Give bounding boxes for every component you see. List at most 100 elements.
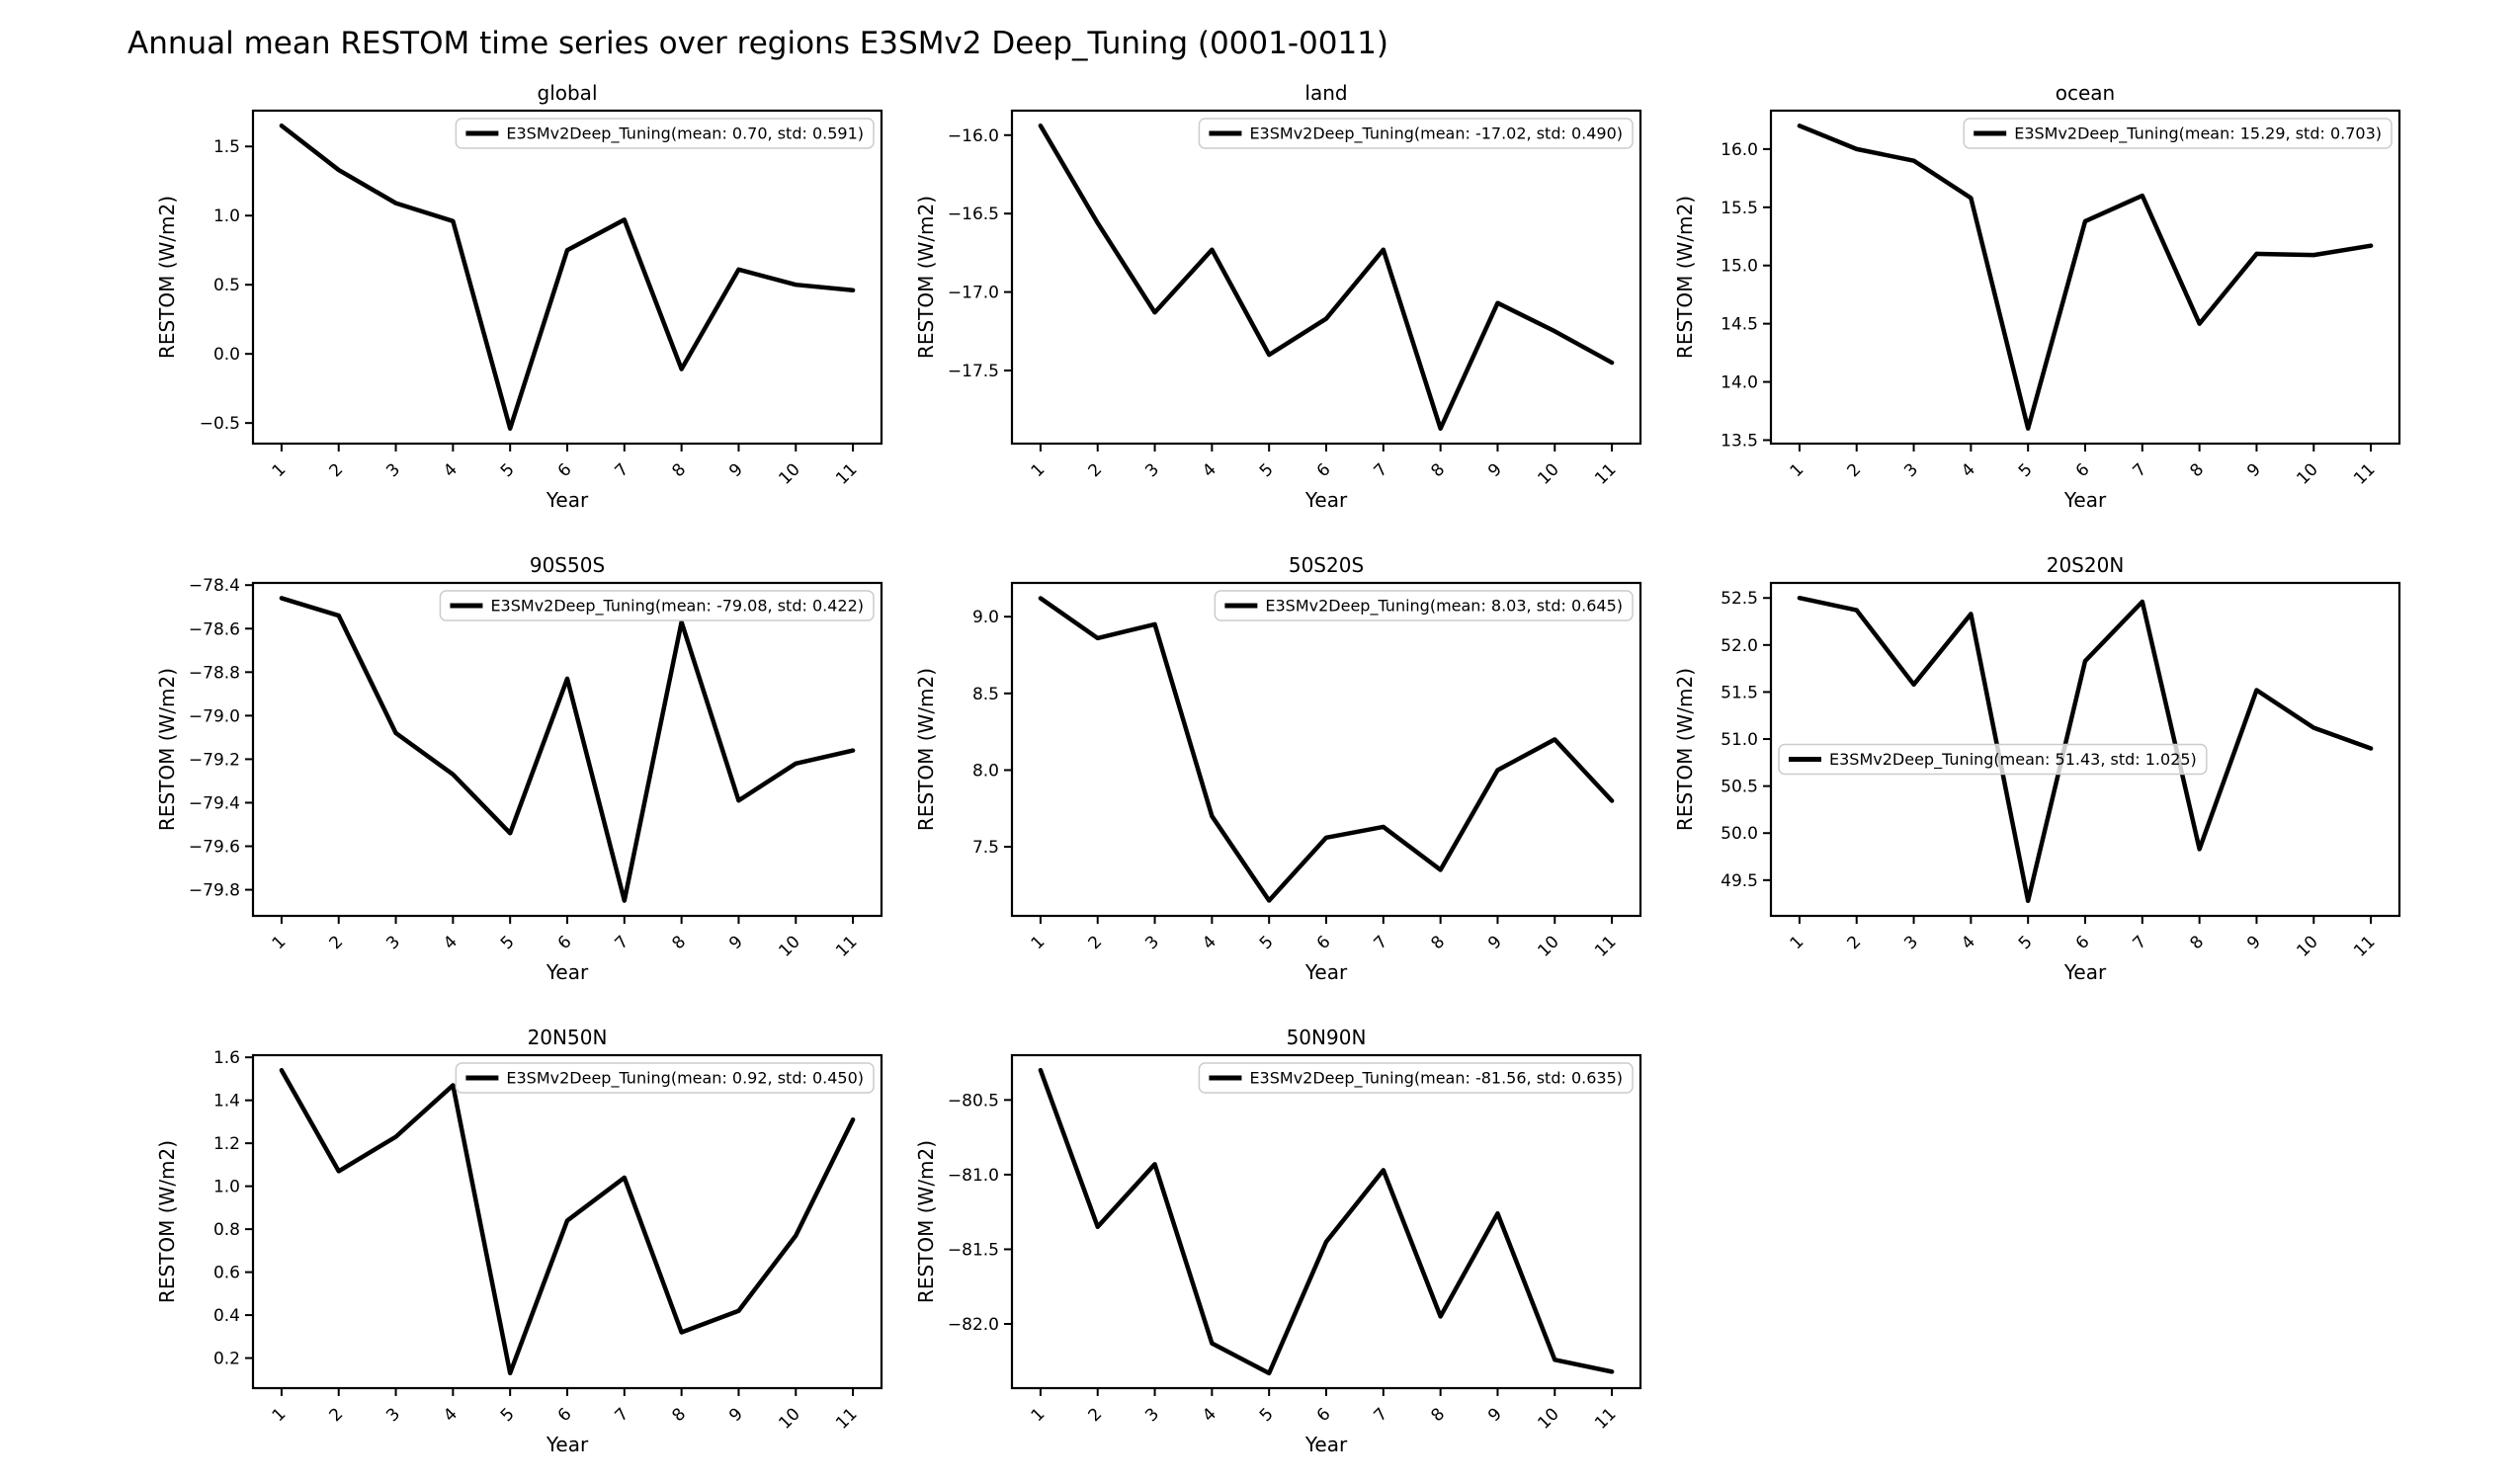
x-tick-label: 5 [1256, 1404, 1278, 1426]
y-tick-label: 49.5 [1721, 871, 1758, 891]
x-tick-label: 8 [668, 1404, 690, 1426]
y-tick-label: 50.0 [1721, 824, 1758, 844]
subplot-title: 50N90N [1287, 1026, 1367, 1049]
x-tick-label: 11 [2350, 459, 2379, 488]
legend-label: E3SMv2Deep_Tuning(mean: -81.56, std: 0.6… [1249, 1069, 1623, 1089]
x-tick-label: 10 [775, 932, 803, 960]
y-tick-label: −79.4 [189, 793, 240, 813]
y-tick-label: 51.0 [1721, 730, 1758, 750]
y-axis-label: RESTOM (W/m2) [1673, 668, 1697, 831]
y-tick-label: 52.0 [1721, 636, 1758, 656]
x-axis-label: Year [1304, 960, 1348, 984]
x-tick-label: 7 [612, 459, 633, 481]
y-tick-label: −78.8 [189, 663, 240, 683]
y-tick-label: 15.0 [1721, 257, 1758, 277]
legend: E3SMv2Deep_Tuning(mean: 51.43, std: 1.02… [1778, 743, 2208, 776]
x-tick-label: 7 [1371, 1404, 1392, 1426]
y-tick-label: 52.5 [1721, 589, 1758, 609]
x-tick-label: 9 [1484, 1404, 1506, 1426]
x-tick-label: 8 [2186, 932, 2208, 953]
x-tick-label: 8 [668, 459, 690, 481]
y-tick-label: −78.6 [189, 619, 240, 639]
x-tick-label: 4 [1958, 932, 1979, 953]
y-tick-label: −0.5 [200, 414, 240, 434]
x-tick-label: 4 [440, 1404, 462, 1426]
y-tick-label: −80.5 [948, 1091, 999, 1111]
data-line [279, 1067, 856, 1376]
y-tick-label: −82.0 [948, 1315, 999, 1335]
y-tick-label: −79.6 [189, 838, 240, 858]
legend-box [455, 118, 875, 149]
x-tick-label: 4 [1958, 459, 1979, 481]
x-tick-label: 4 [440, 932, 462, 953]
x-tick-label: 3 [382, 1404, 404, 1426]
x-tick-label: 7 [612, 1404, 633, 1426]
x-tick-label: 8 [668, 932, 690, 953]
subplot-title: ocean [2056, 81, 2115, 105]
x-tick-label: 4 [1199, 1404, 1220, 1426]
y-tick-label: 51.5 [1721, 683, 1758, 702]
x-tick-label: 4 [1199, 932, 1220, 953]
x-tick-label: 3 [382, 459, 404, 481]
y-tick-label: 14.5 [1721, 315, 1758, 335]
x-tick-label: 1 [1028, 932, 1050, 953]
x-tick-label: 9 [725, 1404, 747, 1426]
x-tick-label: 1 [1787, 459, 1808, 481]
y-axis-label: RESTOM (W/m2) [155, 668, 179, 831]
x-tick-label: 11 [2350, 932, 2379, 960]
x-tick-label: 3 [1141, 932, 1163, 953]
y-axis-label: RESTOM (W/m2) [1673, 196, 1697, 359]
y-tick-label: 0.5 [213, 276, 240, 295]
legend-label: E3SMv2Deep_Tuning(mean: -17.02, std: 0.4… [1249, 124, 1623, 144]
x-tick-label: 2 [1084, 932, 1106, 953]
x-tick-label: 4 [440, 459, 462, 481]
subplot-20N50N: 0.2 0.4 0.6 0.8 1.0 1.2 1.4 1.6 1 2 3 4 5 6 7 8 9 10 11 20N… [155, 1026, 883, 1456]
x-tick-label: 10 [775, 459, 803, 488]
y-tick-label: −81.5 [948, 1240, 999, 1260]
axes-frame [1010, 581, 1642, 918]
legend: E3SMv2Deep_Tuning(mean: -81.56, std: 0.6… [1198, 1062, 1634, 1094]
x-tick-label: 6 [2072, 459, 2094, 481]
x-tick-label: 6 [554, 932, 576, 953]
x-tick-label: 10 [775, 1404, 803, 1433]
x-tick-label: 1 [1787, 932, 1808, 953]
data-line [1038, 1067, 1615, 1376]
y-tick-label: 16.0 [1721, 140, 1758, 160]
y-tick-label: −17.5 [948, 362, 999, 381]
y-tick-label: −78.4 [189, 576, 240, 596]
subplot-50N90N: −82.0 −81.5 −81.0 −80.5 1 2 3 4 5 6 7 8 9 10 11 50N90N Y… [914, 1026, 1642, 1456]
legend-label: E3SMv2Deep_Tuning(mean: 0.70, std: 0.591… [506, 124, 864, 144]
legend: E3SMv2Deep_Tuning(mean: 15.29, std: 0.70… [1963, 118, 2393, 149]
x-tick-label: 5 [1256, 459, 1278, 481]
subplot-title: global [538, 81, 598, 105]
subplot-land: −17.5 −17.0 −16.5 −16.0 1 2 3 4 5 6 7 8 9 10 11 land Yea… [914, 81, 1642, 512]
axes-frame [1769, 109, 2401, 446]
legend-box [1198, 1062, 1634, 1094]
data-line [279, 124, 856, 431]
y-tick-label: 1.6 [213, 1048, 240, 1068]
y-tick-label: 0.8 [213, 1220, 240, 1240]
data-line [1038, 596, 1615, 903]
y-tick-label: 0.0 [213, 345, 240, 365]
y-tick-label: 15.5 [1721, 199, 1758, 218]
x-tick-label: 11 [1591, 1404, 1620, 1433]
x-tick-label: 6 [554, 459, 576, 481]
legend-label: E3SMv2Deep_Tuning(mean: -79.08, std: 0.4… [490, 597, 864, 617]
y-tick-label: −17.0 [948, 284, 999, 303]
x-tick-label: 2 [1084, 459, 1106, 481]
subplot-90S50S: −79.8 −79.6 −79.4 −79.2 −79.0 −78.8 −78.6 −78.4… [155, 553, 883, 984]
legend-label: E3SMv2Deep_Tuning(mean: 8.03, std: 0.645… [1265, 597, 1623, 617]
y-tick-label: 0.6 [213, 1264, 240, 1283]
legend-box [455, 1062, 875, 1094]
x-tick-label: 10 [1534, 1404, 1562, 1433]
legend-box [439, 590, 875, 621]
x-tick-label: 7 [2130, 932, 2151, 953]
y-axis-label: RESTOM (W/m2) [155, 196, 179, 359]
subplot-50S20S: 7.5 8.0 8.5 9.0 1 2 3 4 5 6 7 8 9 10 11 50S20S Year RESTO… [914, 553, 1642, 984]
legend-box [1198, 118, 1634, 149]
y-tick-label: 7.5 [972, 838, 999, 858]
y-tick-label: 1.4 [213, 1092, 240, 1112]
x-tick-label: 10 [1534, 459, 1562, 488]
y-tick-label: −79.0 [189, 706, 240, 726]
